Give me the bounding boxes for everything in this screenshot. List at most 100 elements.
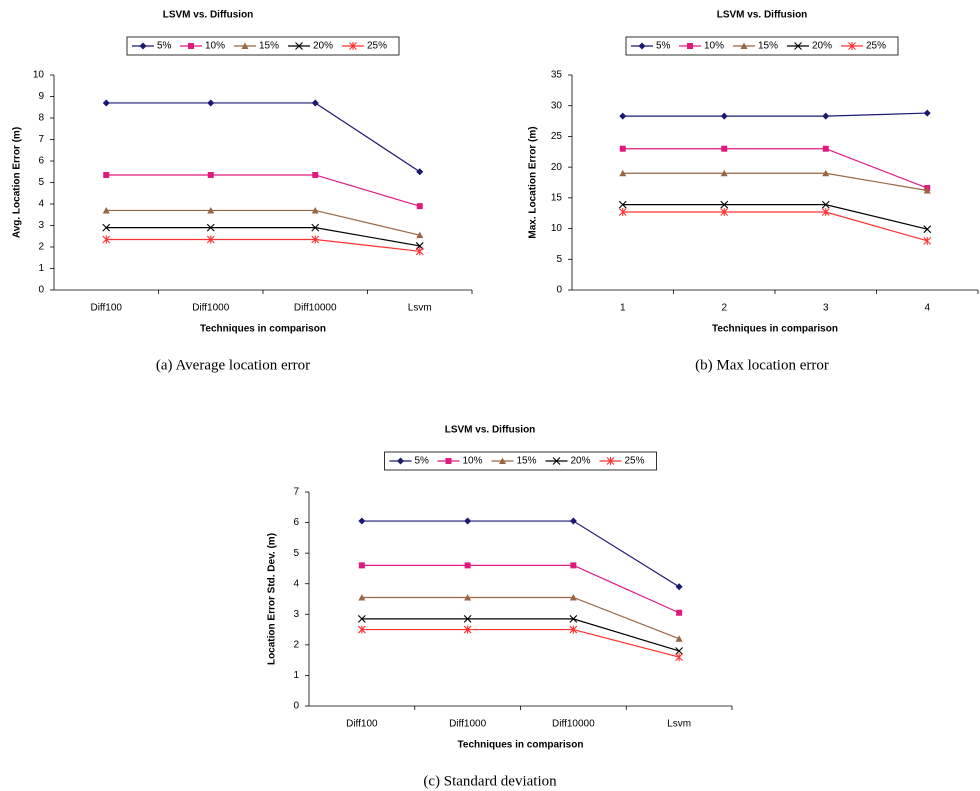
data-point: [721, 145, 728, 152]
data-point: [102, 206, 110, 214]
caption: (c) Standard deviation: [423, 773, 557, 789]
legend-marker: [687, 43, 693, 49]
data-point: [720, 112, 728, 120]
data-point: [102, 223, 111, 232]
legend-marker: [445, 458, 452, 464]
data-point: [923, 236, 932, 245]
x-tick-label: Diff10000: [294, 303, 337, 314]
y-tick-label: 9: [38, 91, 44, 102]
data-point: [923, 186, 931, 194]
legend-marker: [606, 457, 615, 465]
legend-box: [126, 36, 400, 56]
data-point: [675, 635, 683, 642]
y-tick-label: 25: [551, 131, 563, 142]
data-point: [923, 109, 931, 117]
data-point: [720, 207, 729, 216]
data-point: [569, 593, 577, 601]
legend-marker: [241, 42, 249, 49]
y-tick-label: 1: [38, 263, 44, 274]
y-tick-label: 30: [551, 100, 563, 111]
series-line: [361, 520, 680, 588]
data-point: [103, 171, 110, 178]
x-tick-label: 2: [721, 303, 727, 314]
legend-marker: [397, 457, 404, 465]
x-tick-label: Diff1000: [449, 719, 487, 730]
x-tick-label: Diff100: [90, 303, 122, 314]
series-line: [622, 112, 928, 117]
x-tick-label: Diff1000: [192, 303, 230, 314]
series-line: [361, 564, 680, 614]
data-point: [311, 99, 319, 107]
data-point: [675, 583, 683, 591]
data-point: [102, 99, 110, 107]
data-point: [569, 517, 577, 525]
data-point: [464, 517, 472, 525]
data-point: [676, 609, 683, 616]
data-point: [358, 517, 366, 525]
data-point: [923, 225, 932, 234]
caption: (a) Average location error: [156, 357, 310, 373]
x-tick-label: Lsvm: [408, 303, 432, 314]
x-tick-label: Diff100: [346, 719, 378, 730]
data-point: [416, 168, 424, 176]
data-point: [822, 112, 830, 120]
data-point: [619, 145, 626, 152]
legend-label: 25%: [367, 41, 387, 52]
legend-marker: [139, 42, 147, 50]
data-point: [312, 171, 319, 178]
y-tick-label: 5: [293, 548, 299, 559]
legend-label: 25%: [625, 456, 645, 467]
data-point: [720, 169, 728, 177]
y-tick-label: 15: [551, 192, 563, 203]
data-point: [464, 562, 471, 569]
x-axis-label: Techniques in comparison: [712, 324, 838, 335]
y-tick-label: 2: [38, 242, 44, 253]
chart-title: LSVM vs. Diffusion: [717, 10, 808, 21]
data-point: [415, 247, 424, 256]
y-tick-label: 4: [293, 578, 299, 589]
x-tick-label: 3: [823, 303, 829, 314]
y-tick-label: 0: [293, 701, 299, 712]
y-tick-label: 6: [38, 156, 44, 167]
data-point: [311, 235, 320, 244]
y-tick-label: 0: [556, 285, 562, 296]
data-point: [464, 593, 472, 601]
y-tick-label: 20: [551, 162, 563, 173]
series-line: [106, 227, 420, 247]
y-tick-label: 7: [293, 487, 299, 498]
series-line: [361, 596, 680, 640]
data-point: [102, 235, 111, 244]
y-tick-label: 5: [38, 177, 44, 188]
series-line: [106, 238, 420, 252]
legend-label: 20%: [812, 41, 832, 52]
series-line: [106, 174, 420, 207]
y-tick-label: 8: [38, 113, 44, 124]
data-point: [618, 200, 627, 209]
y-tick-label: 7: [38, 134, 44, 145]
x-axis-label: Techniques in comparison: [458, 740, 584, 751]
legend-label: 15%: [758, 41, 778, 52]
data-point: [822, 145, 829, 152]
legend-label: 5%: [157, 41, 172, 52]
legend-label: 20%: [571, 456, 591, 467]
y-tick-label: 5: [556, 254, 562, 265]
legend-label: 10%: [704, 41, 724, 52]
series-line: [361, 628, 680, 658]
series-line: [106, 102, 421, 173]
chart-title: LSVM vs. Diffusion: [445, 425, 536, 436]
data-point: [569, 614, 578, 623]
legend-label: 5%: [415, 456, 430, 467]
legend-box: [384, 451, 657, 471]
y-tick-label: 3: [293, 609, 299, 620]
data-point: [311, 223, 320, 232]
series-line: [622, 148, 928, 189]
legend-label: 15%: [517, 456, 537, 467]
x-tick-label: Lsvm: [667, 719, 691, 730]
data-point: [207, 171, 214, 178]
y-tick-label: 35: [551, 70, 563, 81]
x-axis-label: Techniques in comparison: [200, 324, 326, 335]
y-tick-label: 0: [38, 285, 44, 296]
legend-label: 20%: [313, 41, 333, 52]
data-point: [569, 625, 578, 634]
legend-marker: [638, 42, 646, 50]
